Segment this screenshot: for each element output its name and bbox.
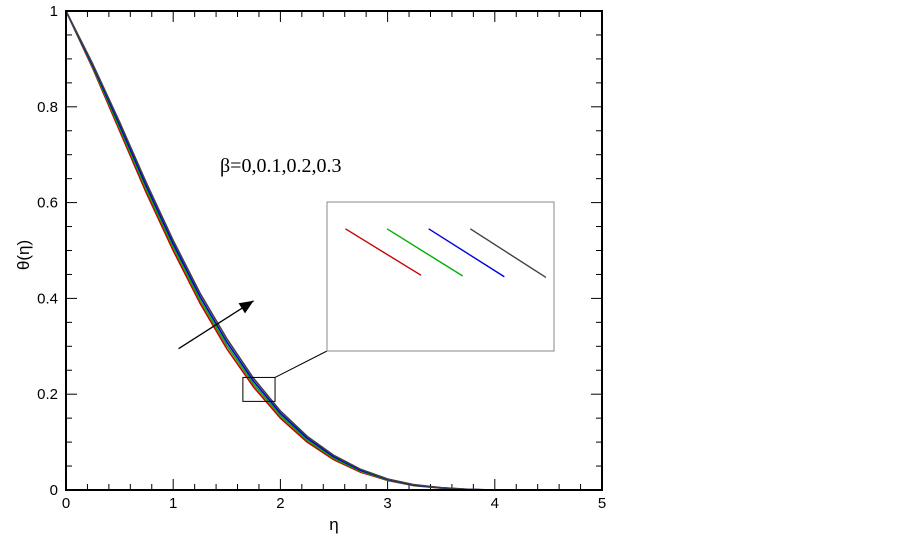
inset-series-line-0 [345, 228, 422, 276]
zoom-box [242, 376, 276, 402]
zoom-connector [274, 350, 328, 378]
x-tick-label: 2 [276, 495, 284, 512]
y-tick-label: 0.4 [37, 290, 58, 307]
x-tick-label: 1 [169, 495, 177, 512]
x-tick-label: 0 [62, 495, 70, 512]
axis-ticks: 0 1 2 3 4 5 0 0.2 0.4 0.6 0.8 1 [37, 3, 606, 512]
y-tick-label: 1 [50, 3, 58, 20]
inset-series-line-1 [386, 228, 464, 277]
trend-arrow-head [238, 300, 254, 314]
x-tick-label: 3 [383, 495, 391, 512]
inset-series-line-3 [469, 228, 547, 279]
series-line-3 [66, 11, 495, 490]
inset-series-line-2 [428, 228, 505, 278]
y-tick-label: 0 [50, 482, 58, 499]
plot-frame [65, 10, 603, 491]
x-tick-label: 4 [491, 495, 499, 512]
inset-panel [326, 201, 555, 352]
y-tick-label: 0.2 [37, 386, 58, 403]
trend-arrow-shaft [178, 300, 254, 350]
y-tick-label: 0.6 [37, 195, 58, 212]
series-group [66, 11, 495, 490]
y-axis-label: θ(η) [14, 240, 33, 270]
x-tick-label: 5 [598, 495, 606, 512]
x-axis-label: η [329, 515, 338, 534]
y-tick-label: 0.8 [37, 99, 58, 116]
overlay-group [178, 201, 555, 402]
beta-annotation: β=0,0.1,0.2,0.3 [220, 155, 341, 177]
